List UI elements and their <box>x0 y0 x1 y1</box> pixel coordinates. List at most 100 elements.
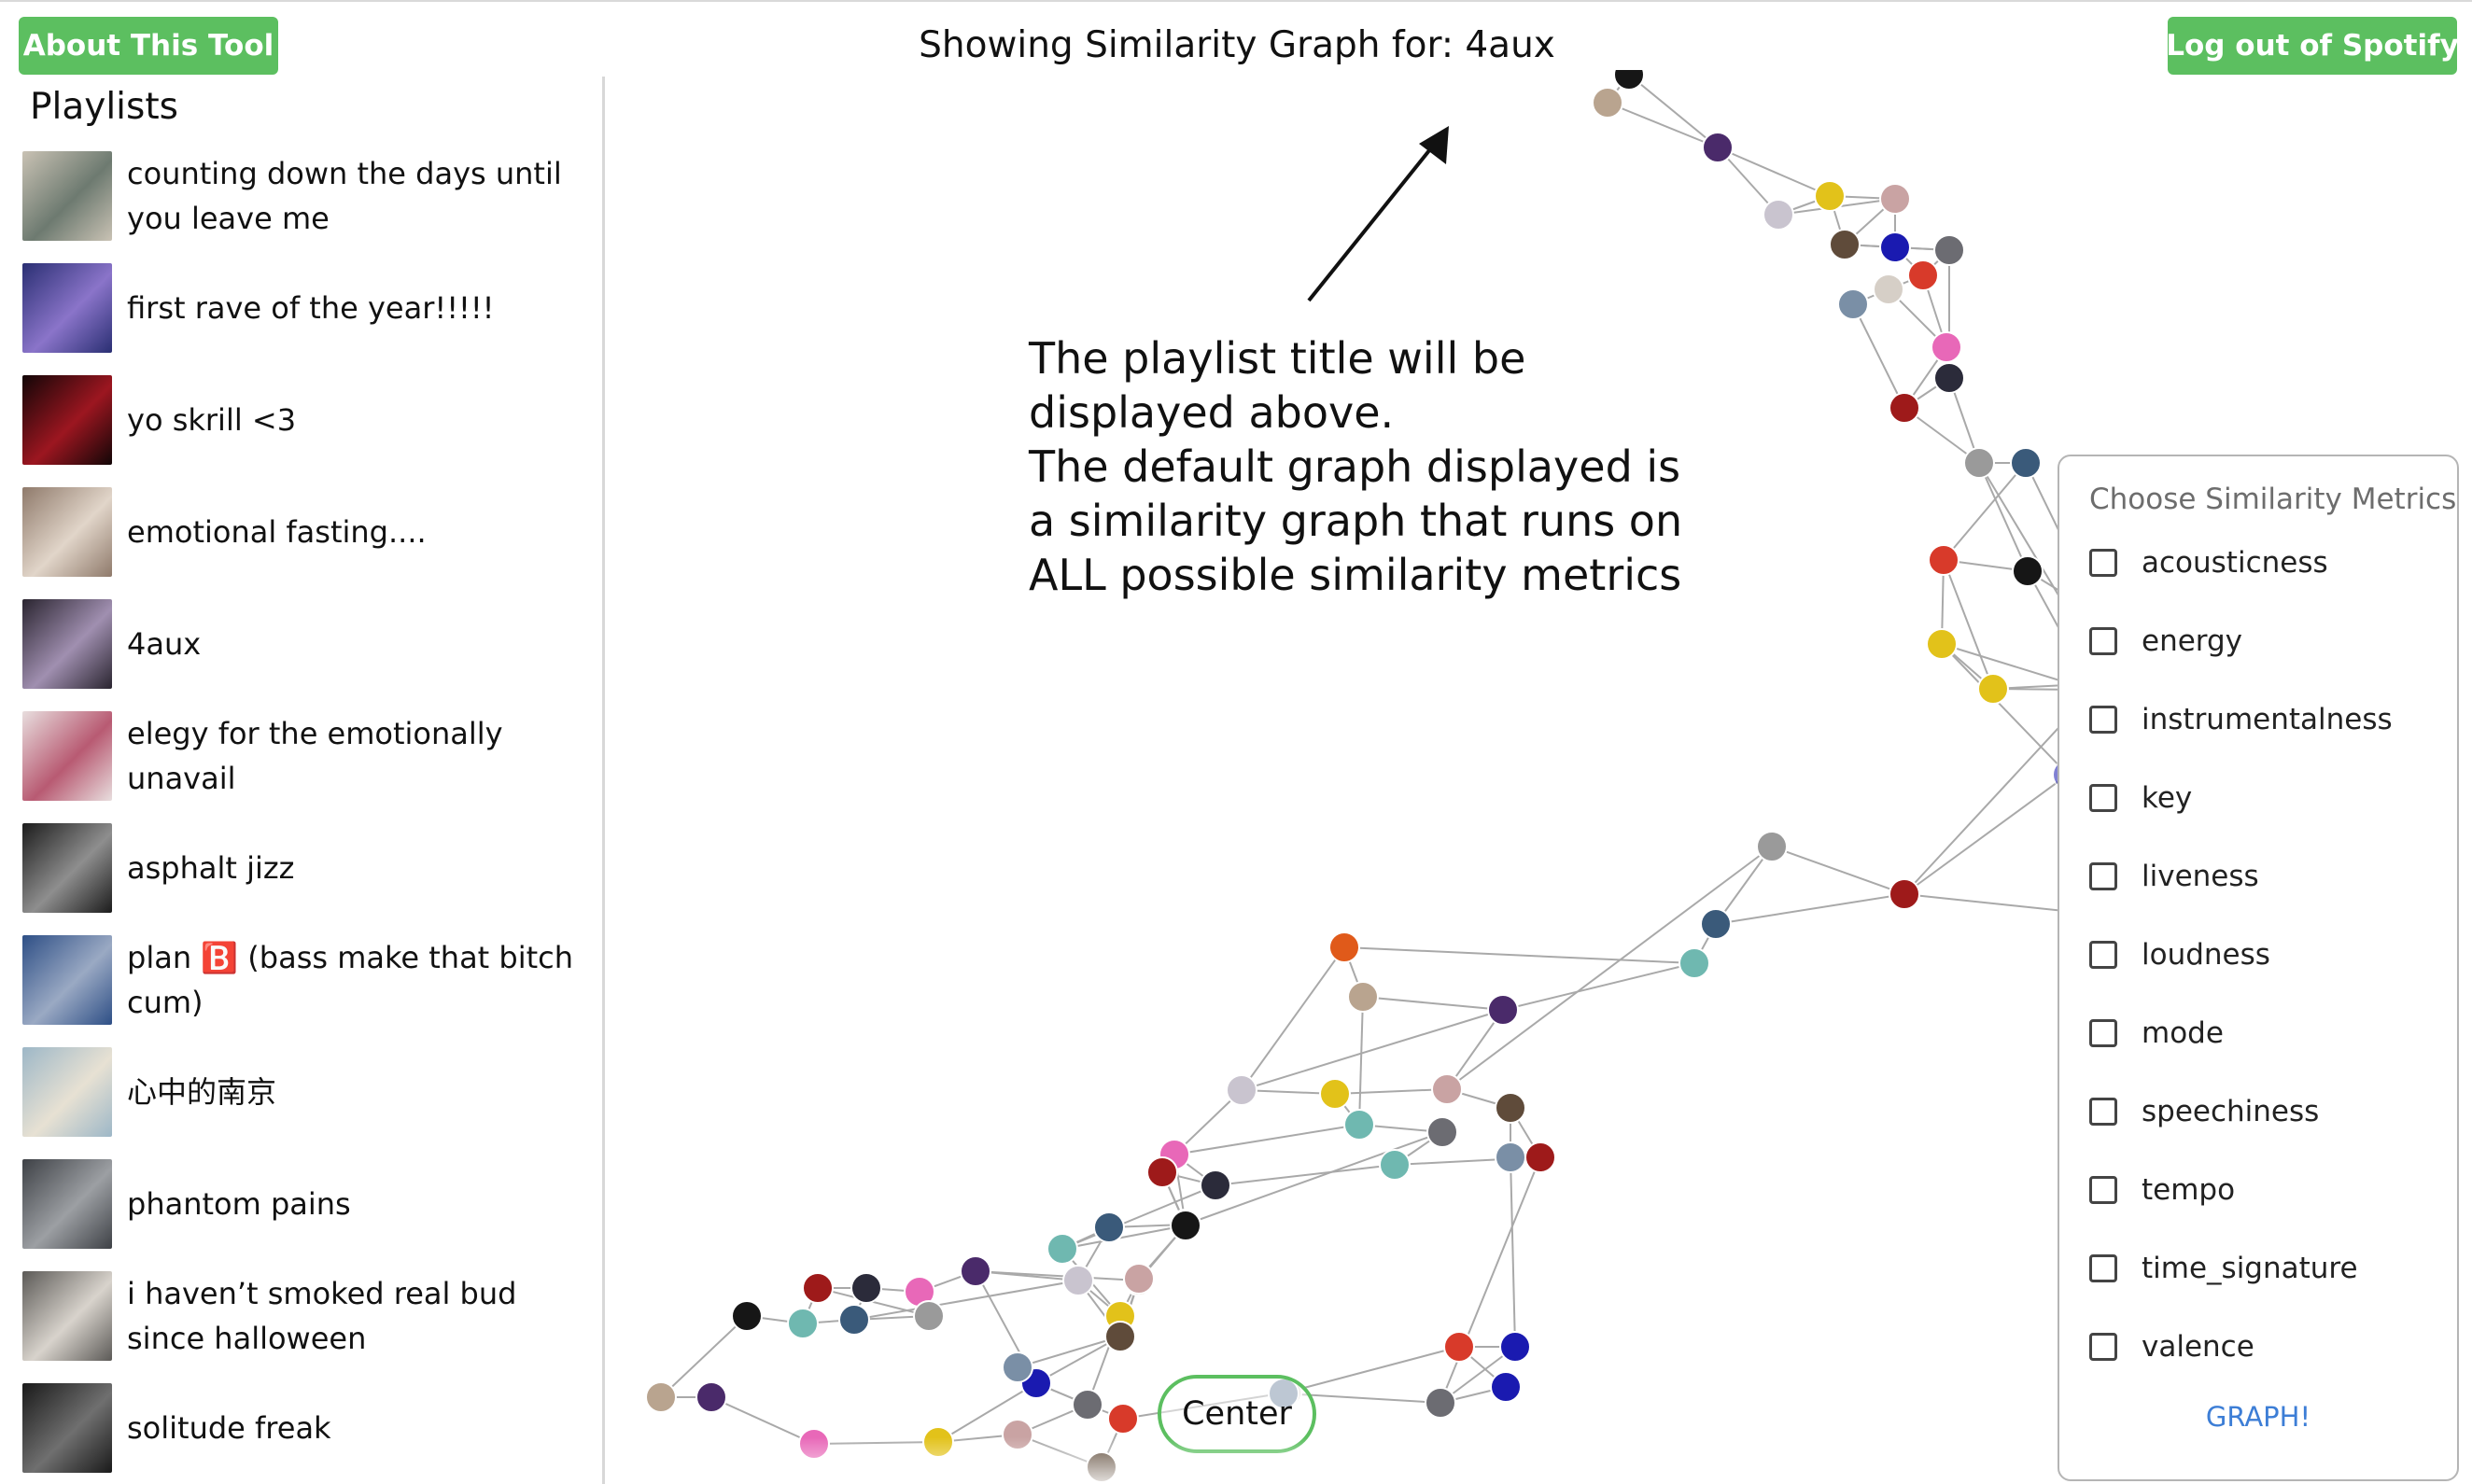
track-node[interactable] <box>1678 947 1710 979</box>
track-node[interactable] <box>802 1272 834 1304</box>
metric-checkbox[interactable] <box>2089 941 2117 969</box>
track-node[interactable] <box>1926 628 1958 660</box>
playlist-item[interactable]: i haven’t smoked real bud since hallowee… <box>22 1271 601 1361</box>
metric-checkbox[interactable] <box>2089 549 2117 577</box>
metric-option-loudness[interactable]: loudness <box>2089 938 2270 972</box>
playlist-item[interactable]: solitude freak <box>22 1383 601 1473</box>
track-node[interactable] <box>645 1381 677 1413</box>
track-node[interactable] <box>1933 362 1965 394</box>
track-node[interactable] <box>1431 1073 1463 1105</box>
playlist-item[interactable]: emotional fasting.... <box>22 487 601 577</box>
track-node[interactable] <box>1873 273 1904 305</box>
track-node[interactable] <box>1319 1078 1351 1110</box>
track-node[interactable] <box>913 1300 945 1332</box>
track-node[interactable] <box>1963 447 1995 479</box>
track-node[interactable] <box>1928 544 1959 576</box>
track-node[interactable] <box>1072 1389 1103 1421</box>
track-node[interactable] <box>1443 1331 1475 1363</box>
track-node[interactable] <box>2052 760 2058 790</box>
track-node[interactable] <box>1002 1351 1033 1383</box>
metric-checkbox[interactable] <box>2089 1333 2117 1361</box>
metric-checkbox[interactable] <box>2089 1176 2117 1204</box>
track-node[interactable] <box>1889 878 1920 910</box>
graph-button[interactable]: GRAPH! <box>2205 1401 2311 1433</box>
track-node[interactable] <box>1879 231 1911 263</box>
track-node[interactable] <box>960 1255 991 1287</box>
metric-checkbox[interactable] <box>2089 627 2117 655</box>
track-node[interactable] <box>1700 908 1732 940</box>
metric-option-time-signature[interactable]: time_signature <box>2089 1252 2358 1285</box>
track-node[interactable] <box>1495 1092 1526 1124</box>
metric-option-energy[interactable]: energy <box>2089 624 2242 658</box>
playlist-item[interactable]: yo skrill <3 <box>22 375 601 465</box>
track-node[interactable] <box>731 1300 763 1332</box>
metric-option-key[interactable]: key <box>2089 781 2192 815</box>
playlist-item[interactable]: 心中的南京 <box>22 1047 601 1137</box>
playlist-item[interactable]: plan 🅱️ (bass make that bitch cum) <box>22 935 601 1025</box>
track-node[interactable] <box>1499 1331 1531 1363</box>
track-node[interactable] <box>1093 1211 1125 1243</box>
playlist-item[interactable]: elegy for the emotionally unavail <box>22 711 601 801</box>
playlist-item[interactable]: asphalt jizz <box>22 823 601 913</box>
track-node[interactable] <box>2010 447 2042 479</box>
track-node[interactable] <box>1170 1210 1201 1241</box>
playlist-item[interactable]: 4aux <box>22 599 601 689</box>
track-node[interactable] <box>695 1381 727 1413</box>
playlist-item[interactable]: first rave of the year!!!!! <box>22 263 601 353</box>
about-button[interactable]: About This Tool <box>19 17 278 75</box>
track-node[interactable] <box>1495 1141 1526 1173</box>
track-node[interactable] <box>1829 229 1861 260</box>
playlist-item[interactable]: phantom pains <box>22 1159 601 1249</box>
metric-option-mode[interactable]: mode <box>2089 1016 2224 1050</box>
track-node[interactable] <box>1879 183 1911 215</box>
track-node[interactable] <box>1343 1109 1375 1141</box>
track-node[interactable] <box>1062 1265 1094 1296</box>
track-node[interactable] <box>1200 1169 1231 1201</box>
track-node[interactable] <box>1756 831 1788 862</box>
metric-checkbox[interactable] <box>2089 1098 2117 1126</box>
track-node[interactable] <box>1490 1371 1522 1403</box>
track-node[interactable] <box>1763 199 1794 231</box>
metric-option-liveness[interactable]: liveness <box>2089 860 2259 893</box>
track-node[interactable] <box>1226 1074 1257 1106</box>
track-node[interactable] <box>787 1308 819 1339</box>
track-node[interactable] <box>1933 234 1965 266</box>
metric-option-tempo[interactable]: tempo <box>2089 1173 2235 1207</box>
track-node[interactable] <box>1702 132 1734 163</box>
track-node[interactable] <box>1107 1403 1139 1435</box>
playlist-item[interactable]: counting down the days until you leave m… <box>22 151 601 241</box>
track-node[interactable] <box>1524 1141 1556 1173</box>
metric-option-instrumentalness[interactable]: instrumentalness <box>2089 703 2393 736</box>
track-node[interactable] <box>850 1272 882 1304</box>
track-node[interactable] <box>1814 180 1846 212</box>
track-node[interactable] <box>1592 87 1623 119</box>
metric-option-valence[interactable]: valence <box>2089 1330 2254 1364</box>
track-node[interactable] <box>1347 981 1379 1013</box>
metric-checkbox[interactable] <box>2089 706 2117 734</box>
track-node[interactable] <box>1123 1263 1155 1295</box>
track-node[interactable] <box>1146 1156 1178 1188</box>
track-node[interactable] <box>1104 1321 1136 1352</box>
logout-button[interactable]: Log out of Spotify <box>2166 17 2459 75</box>
track-node[interactable] <box>1379 1149 1411 1181</box>
track-node[interactable] <box>1613 70 1645 91</box>
metric-option-speechiness[interactable]: speechiness <box>2089 1095 2319 1128</box>
track-node[interactable] <box>1426 1116 1458 1148</box>
similarity-graph[interactable] <box>607 70 2058 1484</box>
track-node[interactable] <box>1487 994 1519 1026</box>
track-node[interactable] <box>1328 931 1360 963</box>
track-node[interactable] <box>2012 555 2044 587</box>
track-node[interactable] <box>1977 673 2009 705</box>
metric-option-acousticness[interactable]: acousticness <box>2089 546 2328 580</box>
metric-checkbox[interactable] <box>2089 862 2117 890</box>
track-node[interactable] <box>1425 1387 1456 1419</box>
metric-checkbox[interactable] <box>2089 1254 2117 1282</box>
track-node[interactable] <box>1837 288 1869 320</box>
track-node[interactable] <box>1931 331 1962 363</box>
track-node[interactable] <box>838 1304 870 1336</box>
track-node[interactable] <box>1889 392 1920 424</box>
track-node[interactable] <box>1907 259 1939 291</box>
metric-checkbox[interactable] <box>2089 1019 2117 1047</box>
track-node[interactable] <box>1046 1233 1078 1265</box>
metric-checkbox[interactable] <box>2089 784 2117 812</box>
